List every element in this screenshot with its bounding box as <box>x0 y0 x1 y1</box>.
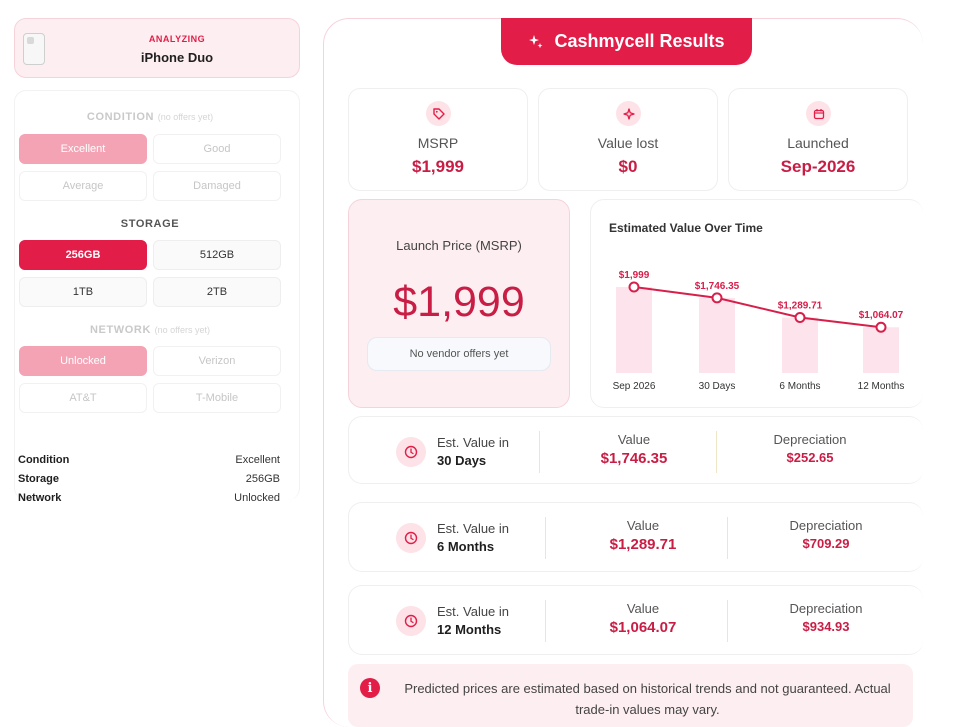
chart-bar <box>863 327 899 373</box>
storage-option-256gb[interactable]: 256GB <box>19 240 147 270</box>
network-option-unlocked[interactable]: Unlocked <box>19 346 147 376</box>
launch-price-value: $1,999 <box>393 278 525 326</box>
estimate-value-column: Value $1,289.71 <box>609 518 677 553</box>
chart-bar <box>782 317 818 373</box>
stat-label: Launched <box>787 135 849 151</box>
chart-bar <box>616 287 652 373</box>
value-chart-card: Estimated Value Over Time $1,999 $1,746.3… <box>590 199 923 408</box>
estimate-title: Est. Value in 6 Months <box>437 521 510 554</box>
condition-option-average[interactable]: Average <box>19 171 147 201</box>
tag-icon <box>426 101 451 126</box>
stat-value: $1,999 <box>412 157 464 176</box>
estimate-value-column: Value $1,064.07 <box>609 601 677 636</box>
network-option-verizon[interactable]: Verizon <box>153 346 281 376</box>
divider <box>545 517 546 559</box>
divider <box>727 600 728 642</box>
network-section-title: NETWORK (no offers yet) <box>89 324 211 336</box>
launch-price-label: Launch Price (MSRP) <box>396 238 522 253</box>
stat-card-msrp: MSRP $1,999 <box>348 88 528 191</box>
analyzing-label: ANALYZING <box>148 34 206 44</box>
estimate-card-30-days: Est. Value in 30 Days Value $1,746.35 De… <box>348 416 923 484</box>
no-vendor-offers-badge: No vendor offers yet <box>367 337 551 371</box>
stat-card-launched: Launched Sep-2026 <box>728 88 908 191</box>
summary-row-condition: Condition Excellent <box>18 453 280 466</box>
stat-value: Sep-2026 <box>780 157 856 176</box>
sparkle-icon <box>529 34 543 48</box>
phone-thumbnail <box>23 33 45 65</box>
chart-title: Estimated Value Over Time <box>609 221 763 235</box>
condition-section-title: CONDITION (no offers yet) <box>86 111 214 123</box>
storage-option-2tb[interactable]: 2TB <box>153 277 281 307</box>
stat-label: MSRP <box>417 135 459 151</box>
chart-point <box>875 321 887 333</box>
chart-tick-label: 6 Months <box>779 381 820 392</box>
estimate-card-6-months: Est. Value in 6 Months Value $1,289.71 D… <box>348 502 923 572</box>
chart-point <box>628 281 640 293</box>
chart-data-label: $1,999 <box>619 270 650 281</box>
sparkle-icon <box>616 101 641 126</box>
results-header: Cashmycell Results <box>501 18 752 65</box>
selection-summary: Condition Excellent Storage 256GB Networ… <box>18 450 280 507</box>
estimate-card-12-months: Est. Value in 12 Months Value $1,064.07 … <box>348 585 923 655</box>
estimate-value-column: Value $1,746.35 <box>600 432 668 467</box>
chart-series-line <box>633 286 882 329</box>
stat-value: $0 <box>618 157 638 176</box>
options-panel: CONDITION (no offers yet) Excellent Good… <box>14 90 300 500</box>
chart-tick-label: 12 Months <box>858 381 905 392</box>
chart-bar <box>699 297 735 373</box>
chart-point <box>794 312 806 324</box>
stat-card-value-lost: Value lost $0 <box>538 88 718 191</box>
divider <box>545 600 546 642</box>
condition-option-excellent[interactable]: Excellent <box>19 134 147 164</box>
condition-option-damaged[interactable]: Damaged <box>153 171 281 201</box>
estimate-title: Est. Value in 30 Days <box>437 435 510 468</box>
summary-row-network: Network Unlocked <box>18 491 280 504</box>
chart-data-label: $1,289.71 <box>778 301 823 312</box>
chart-tick-label: Sep 2026 <box>613 381 656 392</box>
chart-point <box>711 292 723 304</box>
value-chart: $1,999 $1,746.35 $1,289.71 $1,064.07 Sep 202… <box>613 270 905 392</box>
divider <box>727 517 728 559</box>
network-option-att[interactable]: AT&T <box>19 383 147 413</box>
clock-icon <box>396 523 426 553</box>
estimate-depreciation-column: Depreciation $709.29 <box>789 518 863 551</box>
disclaimer-banner: i Predicted prices are estimated based o… <box>348 664 913 727</box>
condition-option-good[interactable]: Good <box>153 134 281 164</box>
chart-data-label: $1,746.35 <box>695 281 740 292</box>
summary-row-storage: Storage 256GB <box>18 472 280 485</box>
divider <box>539 431 540 473</box>
chart-tick-label: 30 Days <box>699 381 736 392</box>
device-name: iPhone Duo <box>140 50 214 65</box>
disclaimer-text: Predicted prices are estimated based on … <box>404 681 891 717</box>
clock-icon <box>396 437 426 467</box>
launch-price-card: Launch Price (MSRP) $1,999 No vendor off… <box>348 199 570 408</box>
stat-label: Value lost <box>597 135 659 151</box>
estimate-depreciation-column: Depreciation $252.65 <box>773 432 847 465</box>
storage-option-1tb[interactable]: 1TB <box>19 277 147 307</box>
chart-data-label: $1,064.07 <box>859 310 904 321</box>
estimate-depreciation-column: Depreciation $934.93 <box>789 601 863 634</box>
clock-icon <box>396 606 426 636</box>
divider <box>716 431 717 473</box>
info-icon: i <box>360 678 380 698</box>
estimate-title: Est. Value in 12 Months <box>437 604 510 637</box>
storage-section-title: STORAGE <box>120 218 180 230</box>
results-title: Cashmycell Results <box>554 31 725 51</box>
calendar-icon <box>806 101 831 126</box>
storage-option-512gb[interactable]: 512GB <box>153 240 281 270</box>
device-card: ANALYZING iPhone Duo <box>14 18 300 78</box>
network-option-tmobile[interactable]: T-Mobile <box>153 383 281 413</box>
